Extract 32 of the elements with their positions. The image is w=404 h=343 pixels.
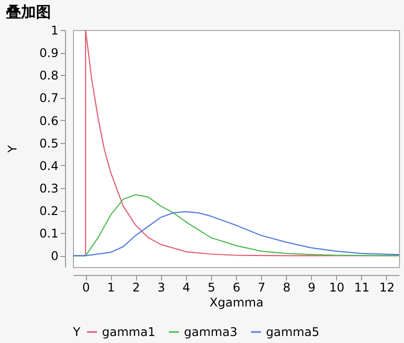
legend-title: Y — [72, 325, 81, 339]
x-tick-label: 5 — [208, 280, 216, 294]
x-tick-label: 6 — [232, 280, 240, 294]
x-tick-label: 8 — [282, 280, 290, 294]
y-tick-label: 0.9 — [39, 46, 58, 60]
y-tick-label: 1 — [50, 24, 58, 38]
y-tick-label: 0 — [50, 249, 58, 264]
legend-label: gamma3 — [184, 325, 238, 339]
x-tick-label: 9 — [308, 280, 316, 294]
y-tick-label: 0.2 — [39, 204, 58, 218]
y-tick-label: 0.5 — [39, 136, 58, 150]
x-tick-label: 0 — [82, 280, 90, 294]
y-tick-label: 0.7 — [39, 91, 58, 106]
x-tick-label: 11 — [354, 280, 370, 294]
legend-label: gamma1 — [102, 325, 156, 339]
x-tick-label: 1 — [107, 280, 115, 294]
x-tick-label: 3 — [157, 280, 166, 294]
y-axis-title: Y — [5, 144, 20, 154]
y-tick-label: 0.8 — [39, 68, 58, 83]
chart-title: 叠加图 — [4, 3, 51, 21]
x-tick-label: 7 — [258, 280, 266, 294]
y-tick-label: 0.4 — [39, 158, 58, 173]
x-tick-label: 12 — [379, 280, 395, 294]
x-axis-title: Xgamma — [210, 296, 264, 310]
x-tick-label: 2 — [132, 280, 140, 294]
x-tick-label: 4 — [182, 280, 190, 294]
x-tick-label: 10 — [329, 280, 344, 294]
legend-label: gamma5 — [266, 325, 320, 339]
y-tick-label: 0.6 — [39, 114, 58, 128]
line-series — [73, 211, 399, 256]
y-tick-label: 0.1 — [39, 226, 58, 241]
y-tick-label: 0.3 — [39, 182, 58, 196]
